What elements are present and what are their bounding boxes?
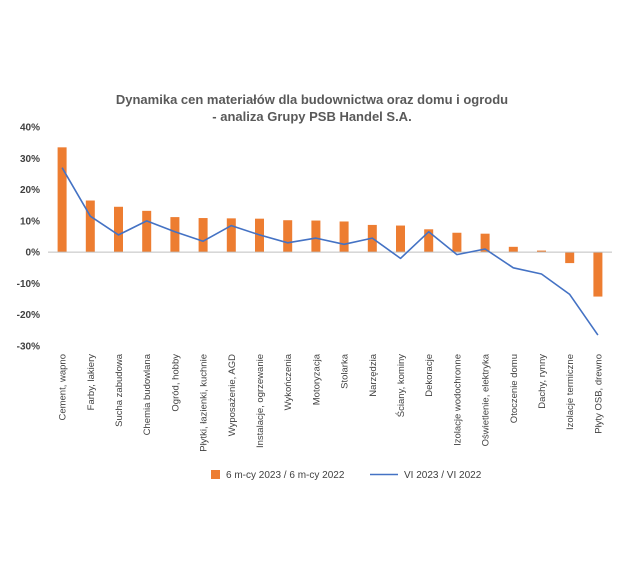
x-tick-label: Sucha zabudowa <box>114 353 125 427</box>
x-tick-label: Stolarka <box>340 353 351 389</box>
y-tick-label: -10% <box>17 279 40 290</box>
x-tick-label: Ściany, kominy <box>395 354 407 417</box>
legend: 6 m-cy 2023 / 6 m-cy 2022 VI 2023 / VI 2… <box>211 470 482 481</box>
chart-title-line-2: - analiza Grupy PSB Handel S.A. <box>212 109 411 124</box>
bar <box>508 246 518 253</box>
x-tick-label: Płyty OSB, drewno <box>593 354 604 434</box>
bar <box>311 220 321 253</box>
y-tick-label: 0% <box>26 248 41 259</box>
series-line <box>61 167 599 336</box>
x-tick-label: Płytki, łazienki, kuchnie <box>199 354 210 452</box>
legend-line-label: VI 2023 / VI 2022 <box>404 470 482 481</box>
y-tick-label: -20% <box>17 310 40 321</box>
x-tick-label: Wykończenia <box>283 353 294 410</box>
bar <box>170 217 180 253</box>
line-series <box>61 167 599 336</box>
x-tick-label: Wyposażenie, AGD <box>227 354 238 436</box>
chart-title-line-1: Dynamika cen materiałów dla budownictwa … <box>116 92 508 107</box>
x-tick-label: Dekoracje <box>424 354 435 397</box>
bar <box>565 252 575 264</box>
x-tick-label: Cement, wapno <box>58 354 69 421</box>
bar <box>593 252 603 297</box>
y-tick-label: 20% <box>20 185 40 196</box>
bar <box>114 206 123 253</box>
y-tick-label: -30% <box>17 342 40 353</box>
x-tick-label: Instalacje, ogrzewanie <box>255 354 266 448</box>
x-tick-label: Izolacje wodochronne <box>452 354 463 446</box>
bar <box>142 210 152 253</box>
x-tick-label: Oświetlenie, elektryka <box>481 353 492 446</box>
bar <box>85 200 95 253</box>
bar <box>57 147 67 253</box>
x-tick-label: Chemia budowlana <box>142 353 153 435</box>
bar <box>537 250 546 253</box>
x-tick-label: Ogród, hobby <box>170 354 181 412</box>
y-tick-label: 10% <box>20 216 40 227</box>
x-tick-label: Otoczenie domu <box>509 354 520 423</box>
bar <box>452 232 462 253</box>
bar <box>226 218 236 253</box>
y-axis-ticks: 40% 30% 20% 10% 0% -10% -20% -30% <box>17 123 40 353</box>
x-axis-labels: Cement, wapno Farby, lakiery Sucha zabudow… <box>58 353 605 451</box>
bar <box>396 225 405 253</box>
bar <box>480 233 490 253</box>
x-tick-label: Izolacje termiczne <box>565 354 576 430</box>
y-tick-label: 40% <box>20 123 40 134</box>
x-tick-label: Dachy, rynny <box>537 354 548 409</box>
bar <box>198 218 208 253</box>
legend-bar-swatch <box>211 470 220 479</box>
legend-bar-label: 6 m-cy 2023 / 6 m-cy 2022 <box>226 470 345 481</box>
bar <box>424 229 434 253</box>
x-tick-label: Farby, lakiery <box>86 354 97 411</box>
x-tick-label: Narzędzia <box>368 353 379 396</box>
x-tick-label: Motoryzacja <box>311 353 322 405</box>
bar <box>339 221 349 253</box>
y-tick-label: 30% <box>20 154 40 165</box>
bar <box>283 220 293 253</box>
